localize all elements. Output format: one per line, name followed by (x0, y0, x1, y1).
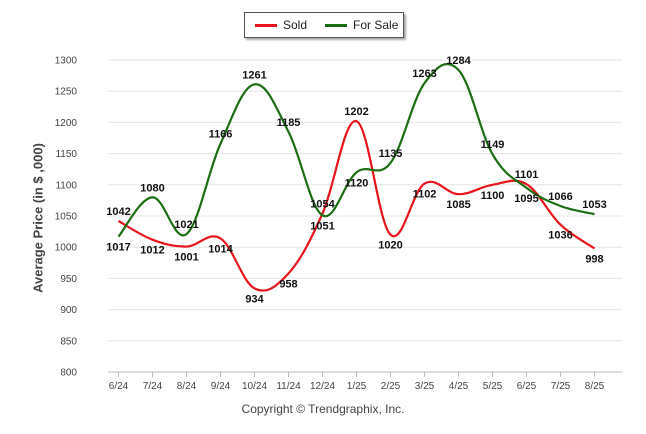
y-tick-label: 800 (60, 368, 77, 379)
for-sale-data-label: 1263 (412, 68, 436, 80)
for-sale-data-label: 1080 (140, 182, 164, 194)
y-tick-label: 1050 (55, 212, 78, 223)
legend: Sold For Sale (244, 12, 404, 38)
sold-data-label: 1100 (481, 190, 505, 202)
for-sale-data-label: 1051 (310, 220, 334, 232)
sold-data-label: 1036 (548, 230, 572, 242)
sold-data-label: 998 (585, 253, 603, 265)
sold-data-label: 1042 (106, 206, 130, 218)
legend-item-sold[interactable]: Sold (255, 18, 307, 32)
sold-data-label: 1202 (344, 106, 368, 118)
legend-item-for-sale[interactable]: For Sale (325, 18, 398, 32)
for-sale-data-label: 1120 (345, 177, 369, 189)
sold-data-label: 1012 (140, 245, 164, 257)
grid-lines (108, 59, 622, 373)
y-tick-label: 1250 (55, 87, 78, 98)
y-axis-title: Average Price (in $ ,000) (30, 143, 46, 293)
sold-data-label: 1020 (378, 240, 402, 252)
sold-data-label: 934 (245, 293, 264, 305)
x-tick-label: 3/25 (415, 381, 435, 392)
legend-label-for-sale: For Sale (353, 18, 399, 32)
y-tick-label: 1000 (55, 243, 78, 254)
x-tick-label: 10/24 (242, 381, 267, 392)
sold-data-label: 1014 (208, 243, 233, 255)
for-sale-data-label: 1053 (582, 199, 606, 211)
y-axis-ticks: 800 850 900 950 1000 1050 1100 1150 1200 1250 1300 (55, 56, 78, 379)
for-sale-data-label: 1066 (548, 191, 572, 203)
sold-data-label: 1101 (515, 169, 539, 181)
sold-data-label: 958 (279, 278, 297, 290)
x-tick-label: 6/24 (109, 381, 129, 392)
for-sale-data-label: 1021 (174, 219, 198, 231)
for-sale-data-label: 1166 (209, 129, 233, 141)
x-tick-label: 5/25 (483, 381, 503, 392)
for-sale-data-label: 1149 (481, 139, 505, 151)
for-sale-data-label: 1135 (379, 148, 403, 160)
series-lines (117, 62, 596, 292)
for-sale-data-label: 1261 (242, 69, 266, 81)
x-tick-label: 8/25 (585, 381, 605, 392)
x-tick-label: 8/24 (177, 381, 197, 392)
for-sale-data-label: 1284 (446, 55, 471, 67)
y-tick-label: 900 (60, 305, 77, 316)
x-tick-label: 6/25 (517, 381, 537, 392)
x-tick-label: 7/24 (143, 381, 163, 392)
x-tick-label: 12/24 (310, 381, 335, 392)
sold-data-label: 1001 (174, 252, 198, 264)
for-sale-data-label: 1017 (106, 242, 130, 254)
sold-data-label: 1054 (310, 199, 335, 211)
sold-data-label: 1085 (446, 199, 470, 211)
x-tick-label: 1/25 (347, 381, 367, 392)
y-tick-label: 1300 (55, 56, 78, 67)
y-tick-label: 850 (60, 336, 77, 347)
data-labels: 1042 1012 1001 1014 934 958 1054 1202 1020 1102 10… (106, 55, 606, 305)
x-tick-label: 2/25 (381, 381, 401, 392)
y-tick-label: 950 (60, 274, 77, 285)
y-tick-label: 1100 (55, 180, 77, 191)
for-sale-data-label: 1185 (277, 117, 301, 129)
for-sale-swatch (325, 23, 348, 27)
copyright-credit: Copyright © Trendgraphix, Inc. (241, 402, 405, 416)
sold-line (117, 120, 596, 292)
x-tick-label: 9/24 (211, 381, 231, 392)
x-tick-label: 7/25 (551, 381, 571, 392)
legend-label-sold: Sold (283, 18, 308, 32)
for-sale-line (117, 62, 595, 238)
sold-data-label: 1102 (413, 189, 437, 201)
x-tick-label: 11/24 (276, 381, 301, 392)
x-axis-ticks: 6/24 7/24 8/24 9/24 10/24 11/24 12/24 1/25 2/25 3… (109, 372, 605, 392)
for-sale-data-label: 1095 (514, 193, 538, 205)
sold-swatch (255, 23, 277, 27)
y-tick-label: 1150 (55, 149, 77, 160)
x-tick-label: 4/25 (449, 381, 469, 392)
y-tick-label: 1200 (55, 118, 78, 129)
